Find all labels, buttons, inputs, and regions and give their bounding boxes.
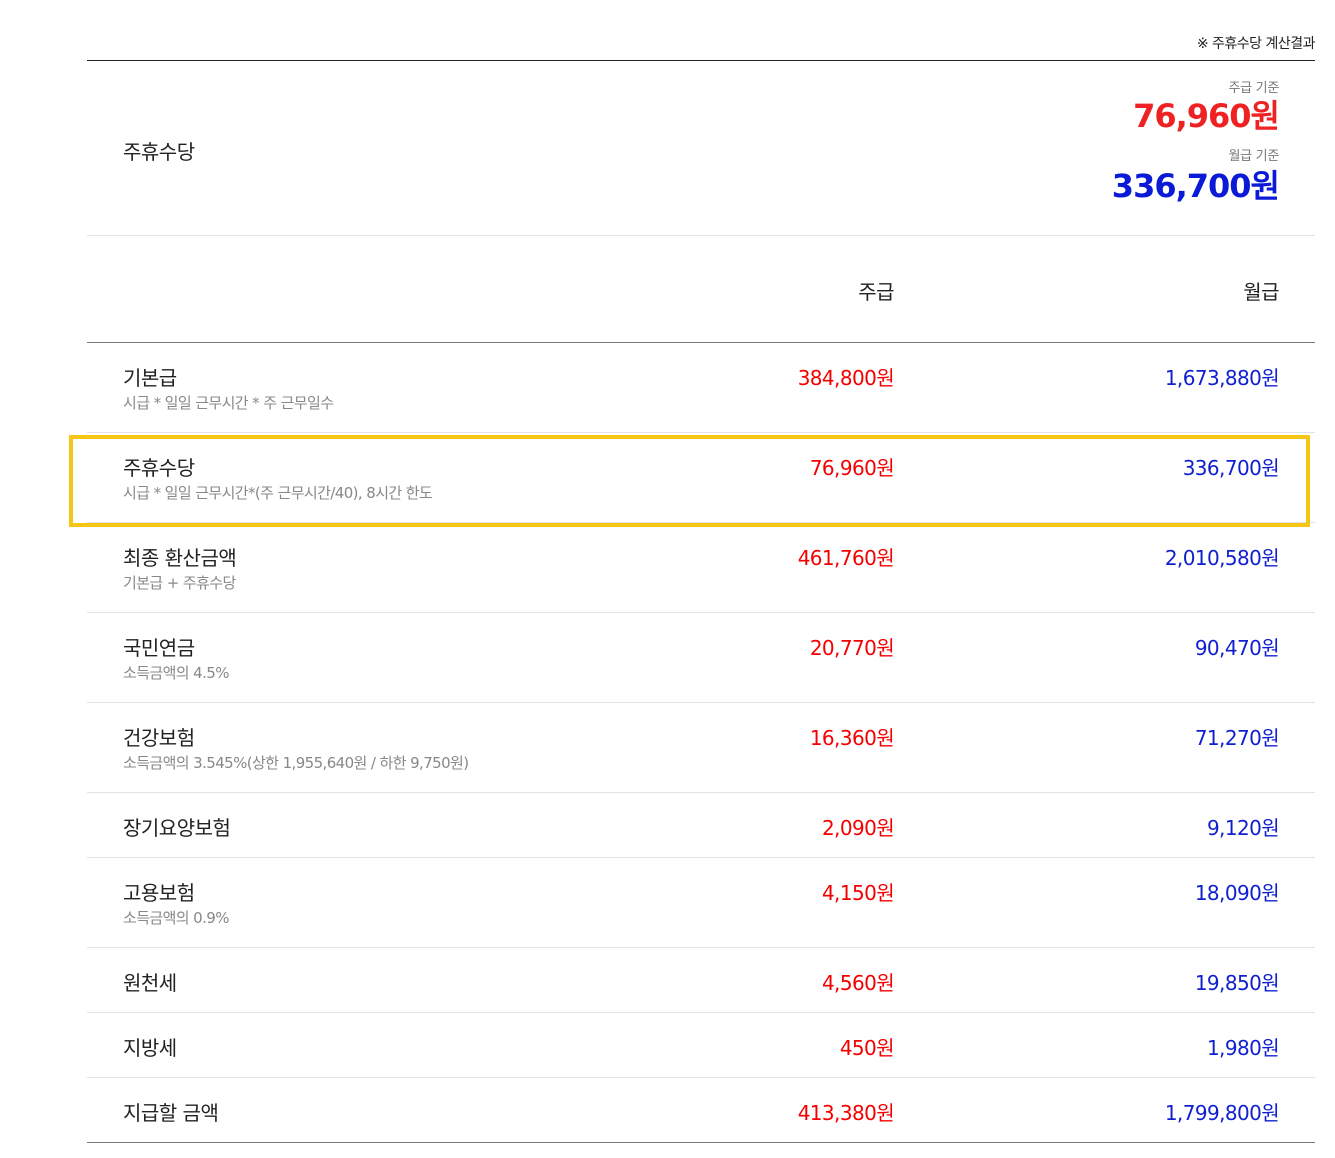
table-row: 고용보험 소득금액의 0.9% 4,150원 18,090원: [87, 858, 1315, 948]
monthly-basis-caption: 월급 기준: [1228, 149, 1280, 164]
row-label: 기본급: [123, 366, 177, 390]
row-monthly-value: 1,980원: [1206, 1036, 1280, 1060]
row-label: 지급할 금액: [123, 1101, 219, 1125]
table-row: 장기요양보험 2,090원 9,120원: [87, 793, 1315, 858]
row-weekly-value: 384,800원: [797, 366, 895, 390]
row-weekly-value: 2,090원: [821, 816, 895, 840]
row-monthly-value: 2,010,580원: [1164, 546, 1280, 570]
row-weekly-value: 20,770원: [809, 636, 895, 660]
row-label: 원천세: [123, 971, 177, 995]
row-weekly-value: 450원: [839, 1036, 895, 1060]
row-label: 주휴수당: [123, 456, 195, 480]
table-row: 지방세 450원 1,980원: [87, 1013, 1315, 1078]
row-label: 건강보험: [123, 726, 195, 750]
summary-values: 주급 기준 76,960원 월급 기준 336,700원: [1111, 81, 1280, 205]
result-caption: ※ 주휴수당 계산결과: [87, 0, 1316, 61]
row-monthly-value: 336,700원: [1182, 456, 1280, 480]
row-monthly-value: 71,270원: [1194, 726, 1280, 750]
header-weekly: 주급: [858, 280, 894, 304]
header-monthly: 월급: [1243, 280, 1279, 304]
table-row: 주휴수당 시급 * 일일 근무시간*(주 근무시간/40), 8시간 한도 76…: [87, 433, 1315, 523]
summary-label: 주휴수당: [123, 140, 195, 164]
row-monthly-value: 9,120원: [1206, 816, 1280, 840]
table-header: 주급 월급: [87, 236, 1315, 343]
row-monthly-value: 1,673,880원: [1164, 366, 1280, 390]
row-description: 소득금액의 3.545%(상한 1,955,640원 / 하한 9,750원): [123, 754, 469, 772]
row-weekly-value: 4,560원: [821, 971, 895, 995]
row-description: 시급 * 일일 근무시간 * 주 근무일수: [123, 394, 334, 412]
weekly-basis-caption: 주급 기준: [1228, 81, 1280, 96]
row-description: 소득금액의 4.5%: [123, 664, 229, 682]
row-label: 고용보험: [123, 881, 195, 905]
row-label: 국민연금: [123, 636, 195, 660]
row-description: 기본급 + 주휴수당: [123, 574, 236, 592]
table-row: 건강보험 소득금액의 3.545%(상한 1,955,640원 / 하한 9,7…: [87, 703, 1315, 793]
row-monthly-value: 18,090원: [1194, 881, 1280, 905]
row-weekly-value: 16,360원: [809, 726, 895, 750]
row-monthly-value: 1,799,800원: [1164, 1101, 1280, 1125]
row-weekly-value: 461,760원: [797, 546, 895, 570]
row-description: 시급 * 일일 근무시간*(주 근무시간/40), 8시간 한도: [123, 484, 433, 502]
calculation-result-panel: ※ 주휴수당 계산결과 주휴수당 주급 기준 76,960원 월급 기준 336…: [87, 0, 1316, 1143]
row-weekly-value: 76,960원: [809, 456, 895, 480]
table-row: 기본급 시급 * 일일 근무시간 * 주 근무일수 384,800원 1,673…: [87, 343, 1315, 433]
monthly-amount: 336,700원: [1111, 167, 1280, 205]
row-label: 장기요양보험: [123, 816, 231, 840]
table-row: 원천세 4,560원 19,850원: [87, 948, 1315, 1013]
row-weekly-value: 4,150원: [821, 881, 895, 905]
row-monthly-value: 90,470원: [1194, 636, 1280, 660]
row-monthly-value: 19,850원: [1194, 971, 1280, 995]
row-label: 지방세: [123, 1036, 177, 1060]
row-description: 소득금액의 0.9%: [123, 909, 229, 927]
row-label: 최종 환산금액: [123, 546, 237, 570]
row-weekly-value: 413,380원: [797, 1101, 895, 1125]
table-row-total: 지급할 금액 413,380원 1,799,800원: [87, 1078, 1315, 1143]
table-row: 최종 환산금액 기본급 + 주휴수당 461,760원 2,010,580원: [87, 523, 1315, 613]
table-row: 국민연금 소득금액의 4.5% 20,770원 90,470원: [87, 613, 1315, 703]
summary-section: 주휴수당 주급 기준 76,960원 월급 기준 336,700원: [87, 61, 1315, 236]
weekly-amount: 76,960원: [1133, 97, 1280, 135]
